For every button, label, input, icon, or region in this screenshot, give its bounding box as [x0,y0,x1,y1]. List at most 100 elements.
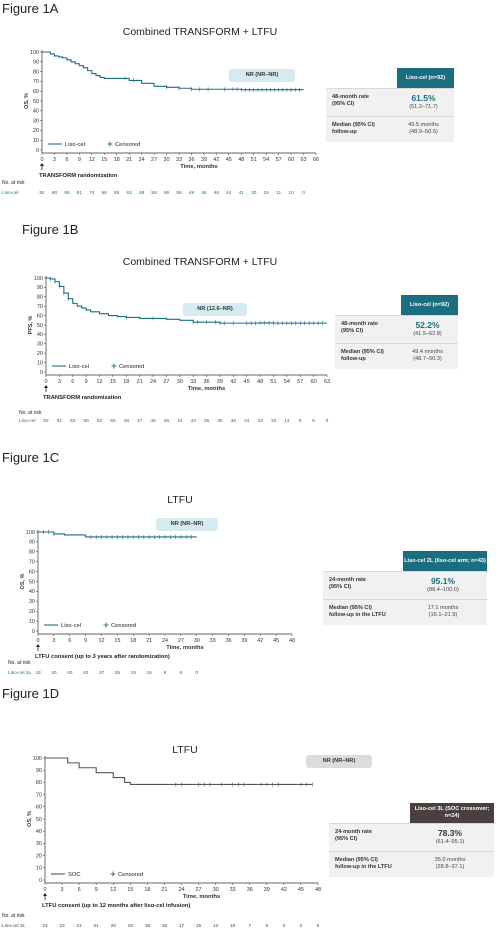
x-tick-label: 36 [188,157,194,163]
x-tick-label: 42 [230,379,236,385]
risk-value: 9 [164,670,167,676]
risk-value: 66 [102,190,108,196]
risk-value: 48 [124,418,130,424]
y-tick-label: 60 [36,805,42,811]
legend-label: Censored [119,364,144,370]
risk-value: 24 [42,923,48,929]
x-tick-label: 9 [84,638,87,644]
y-tick-label: 30 [33,118,39,124]
risk-value: 58 [151,190,157,196]
x-tick-label: 48 [257,379,263,385]
x-tick-label: 30 [177,379,183,385]
risk-value: 41 [239,190,245,196]
risk-value: 81 [57,418,63,424]
anchor-label: LTFU consent (up to 3 years after random… [35,654,170,660]
risk-value: 81 [77,190,83,196]
x-tick-label: 51 [251,157,257,163]
legend-label: Censored [111,623,136,629]
x-tick-label: 60 [288,157,294,163]
x-tick-label: 24 [150,379,156,385]
risk-value: 43 [35,670,41,676]
figure-label: Figure 1B [22,222,79,237]
risk-value: 19 [264,190,270,196]
risk-value: 21 [76,923,82,929]
x-tick-label: 0 [44,379,47,385]
table-arm-header: Liso-cel 2L (liso-cel arm; n=43) [403,551,487,571]
figure-label: Figure 1D [2,686,60,701]
x-tick-label: 51 [270,379,276,385]
y-tick-label: 10 [37,360,43,366]
x-tick-label: 3 [61,887,64,893]
figure-label: Figure 1C [2,450,60,465]
survival-curve [42,51,304,91]
y-tick-label: 100 [33,756,42,762]
x-tick-label: 30 [213,887,219,893]
y-tick-label: 100 [34,276,43,282]
x-axis-label: Time, months [166,645,204,651]
x-tick-label: 60 [311,379,317,385]
y-tick-label: 0 [40,370,43,376]
x-tick-label: 12 [98,638,104,644]
anchor-arrow-head [40,163,44,166]
median-badge: NR (NR–NR) [306,755,372,768]
risk-value: 34 [244,418,250,424]
x-tick-label: 30 [163,157,169,163]
x-tick-label: 48 [238,157,244,163]
x-tick-label: 27 [163,379,169,385]
risk-value: 47 [137,418,143,424]
x-tick-label: 0 [40,157,43,163]
risk-value: 18 [162,923,168,929]
chart-title: Combined TRANSFORM + LTFU [122,256,278,268]
x-tick-label: 24 [162,638,168,644]
risk-value: 63 [127,190,133,196]
x-tick-label: 48 [315,887,321,893]
x-tick-label: 39 [201,157,207,163]
x-tick-label: 42 [281,887,287,893]
x-tick-label: 24 [178,887,184,893]
y-tick-label: 30 [29,599,35,605]
risk-value: 46 [214,190,220,196]
anchor-label: TRANSFORM randomization [43,395,122,401]
chart-title: LTFU [172,744,198,756]
x-tick-label: 6 [78,887,81,893]
risk-header: No. at risk [2,913,25,919]
risk-value: 40 [83,670,89,676]
legend-label: Censored [115,142,140,148]
summary-table: Liso-cel (n=92) 48-month rate (95% CI) 61… [326,68,454,142]
y-tick-label: 80 [36,780,42,786]
x-axis-label: Time, months [188,386,226,392]
risk-value: 20 [111,923,117,929]
x-tick-label: 9 [78,157,81,163]
x-tick-label: 36 [247,887,253,893]
y-tick-label: 70 [36,792,42,798]
legend-label: SOC [68,872,81,878]
x-tick-label: 42 [257,638,263,644]
x-tick-label: 3 [53,157,56,163]
x-tick-label: 12 [89,157,95,163]
risk-value: 92 [39,190,45,196]
risk-value: 43 [191,418,197,424]
risk-value: 11 [276,190,281,196]
risk-value: 0 [302,190,305,196]
table-row: Median (95% CI) follow-up 49.5 months (48.… [326,116,454,142]
x-tick-label: 45 [298,887,304,893]
x-tick-label: 3 [52,638,55,644]
x-tick-label: 0 [43,887,46,893]
x-axis-label: Time, months [183,894,221,900]
y-tick-label: 10 [36,866,42,872]
x-tick-label: 21 [137,379,143,385]
y-tick-label: 90 [36,768,42,774]
risk-value: 55 [176,190,182,196]
y-tick-label: 90 [33,60,39,66]
anchor-arrow-head [44,385,48,388]
x-tick-label: 39 [241,638,247,644]
y-tick-label: 50 [29,579,35,585]
x-tick-label: 33 [190,379,196,385]
x-tick-label: 3 [58,379,61,385]
risk-value: 46 [150,418,156,424]
y-tick-label: 10 [29,619,35,625]
risk-value: 10 [230,923,236,929]
x-tick-label: 63 [300,157,306,163]
risk-value: 17 [179,923,185,929]
legend-label: Liso-cel [61,623,81,629]
